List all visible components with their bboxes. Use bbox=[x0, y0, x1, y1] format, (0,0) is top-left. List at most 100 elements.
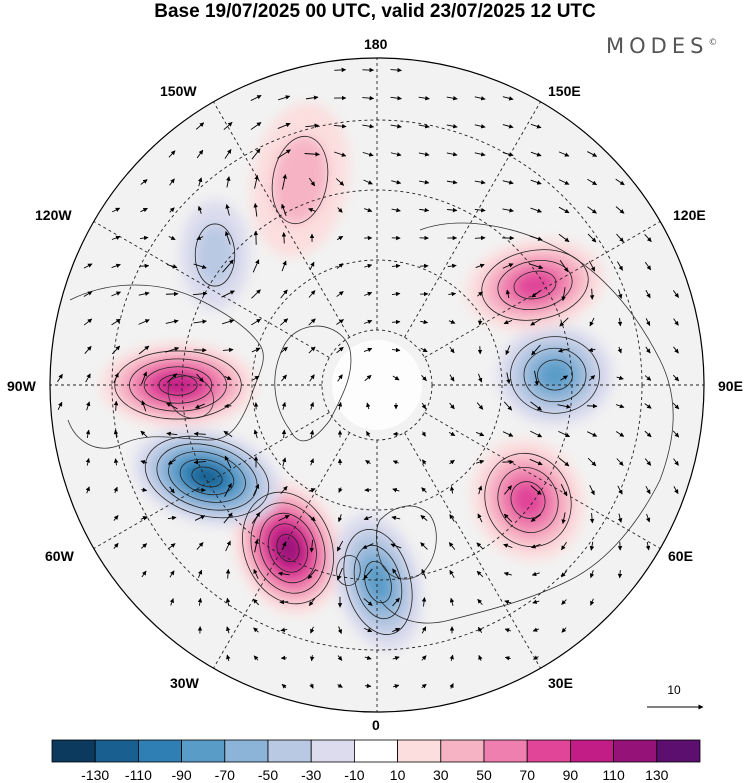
wind-arrow bbox=[449, 597, 455, 606]
wind-arrow bbox=[254, 174, 259, 189]
wind-arrow bbox=[644, 261, 652, 271]
anomaly-high-60w-30w-contour bbox=[276, 533, 300, 563]
wind-arrow bbox=[224, 148, 232, 159]
label-180: 180 bbox=[364, 36, 388, 52]
colorbar-box bbox=[397, 739, 442, 763]
anomaly-high-west-siberia-contour bbox=[510, 481, 546, 519]
wind-arrow bbox=[561, 287, 566, 302]
wind-arrow bbox=[111, 263, 121, 268]
wind-arrow bbox=[309, 458, 314, 466]
wind-arrow bbox=[305, 123, 320, 128]
wind-arrow bbox=[420, 319, 429, 325]
wind-arrow bbox=[362, 95, 375, 101]
wind-arrow bbox=[363, 347, 373, 353]
wind-arrow bbox=[334, 67, 347, 73]
wind-arrow bbox=[197, 177, 203, 187]
wind-arrow bbox=[617, 317, 623, 327]
wind-arrow bbox=[112, 207, 121, 213]
wind-arrow bbox=[530, 318, 542, 326]
wind-arrow bbox=[558, 430, 571, 438]
wind-arrow bbox=[561, 599, 567, 605]
wind-arrow bbox=[589, 570, 595, 579]
wind-arrow bbox=[222, 319, 235, 325]
wind-arrow bbox=[558, 457, 570, 467]
wind-arrow bbox=[587, 431, 598, 437]
wind-arrow bbox=[113, 372, 119, 384]
wind-arrow bbox=[309, 374, 315, 382]
wind-arrow bbox=[113, 429, 119, 439]
wind-arrow bbox=[474, 207, 486, 213]
wind-arrow bbox=[337, 514, 343, 523]
colorbar-tick-label: -90 bbox=[171, 767, 191, 783]
wind-arrow bbox=[616, 233, 624, 243]
wind-arrow bbox=[645, 346, 651, 354]
wind-arrow bbox=[281, 203, 287, 216]
wind-arrow bbox=[390, 67, 402, 73]
wind-arrow bbox=[448, 291, 457, 297]
wind-arrow bbox=[390, 124, 402, 129]
wind-arrow bbox=[252, 375, 260, 381]
wind-arrow bbox=[362, 124, 375, 129]
colorbar-tick-label: -50 bbox=[258, 767, 278, 783]
wind-arrow bbox=[193, 459, 207, 465]
wind-arrow bbox=[615, 206, 625, 214]
wind-arrow bbox=[308, 290, 316, 298]
wind-arrow bbox=[194, 403, 205, 409]
wind-arrow bbox=[281, 541, 287, 551]
wind-arrow bbox=[169, 598, 174, 606]
colorbar-box bbox=[613, 739, 658, 763]
wind-arrow bbox=[558, 348, 570, 353]
wind-arrow bbox=[503, 401, 513, 411]
latitude-circle bbox=[251, 259, 503, 511]
wind-arrow bbox=[365, 683, 372, 689]
anomaly-high-east-siberia-contour bbox=[497, 260, 573, 310]
label-150e: 150E bbox=[548, 83, 581, 99]
anomaly-low-north-atlantic-contour bbox=[168, 451, 246, 503]
meridian-line bbox=[404, 432, 543, 672]
wind-arrow bbox=[645, 541, 651, 551]
wind-arrow bbox=[616, 375, 624, 381]
wind-arrow bbox=[364, 487, 372, 493]
wind-arrow bbox=[672, 402, 680, 410]
wind-arrow bbox=[392, 597, 400, 607]
wind-arrow bbox=[672, 430, 680, 438]
label-30w: 30W bbox=[170, 675, 199, 691]
wind-arrow bbox=[476, 402, 484, 410]
wind-arrow bbox=[533, 655, 539, 660]
wind-arrow bbox=[253, 202, 258, 217]
wind-arrow bbox=[392, 488, 400, 493]
label-90w: 90W bbox=[7, 378, 36, 394]
wind-arrow bbox=[308, 208, 316, 213]
wind-arrow bbox=[503, 571, 512, 577]
wind-arrow bbox=[474, 124, 486, 129]
wind-arrow bbox=[449, 374, 455, 382]
wind-arrow bbox=[644, 458, 652, 466]
wind-arrow bbox=[558, 206, 570, 214]
wind-arrow bbox=[392, 375, 400, 381]
anomaly-low-europe-level bbox=[364, 561, 392, 603]
wind-arrow bbox=[673, 290, 679, 298]
wind-arrow bbox=[307, 568, 317, 580]
wind-arrow bbox=[85, 486, 90, 494]
colorbar-box bbox=[94, 739, 139, 763]
wind-arrow bbox=[308, 514, 316, 522]
label-120e: 120E bbox=[673, 207, 706, 223]
wind-arrow bbox=[281, 429, 287, 439]
colorbar-tick-label: 10 bbox=[390, 767, 406, 783]
wind-arrow bbox=[504, 485, 512, 495]
anomaly-high-canada-contour bbox=[158, 374, 198, 396]
wind-arrow bbox=[222, 347, 234, 353]
label-30e: 30E bbox=[548, 675, 573, 691]
wind-arrow bbox=[617, 261, 623, 271]
wind-arrow bbox=[530, 401, 542, 411]
wind-arrow bbox=[279, 599, 289, 605]
wind-arrow bbox=[166, 402, 178, 410]
wind-arrow bbox=[168, 235, 176, 241]
wind-arrow bbox=[391, 291, 401, 297]
wind-arrow bbox=[336, 567, 343, 581]
wind-arrow bbox=[226, 176, 231, 188]
reference-vector-label: 10 bbox=[667, 683, 681, 697]
meridian-line bbox=[90, 412, 330, 551]
chart-title: Base 19/07/2025 00 UTC, valid 23/07/2025… bbox=[154, 1, 596, 22]
wind-arrow bbox=[196, 235, 204, 240]
